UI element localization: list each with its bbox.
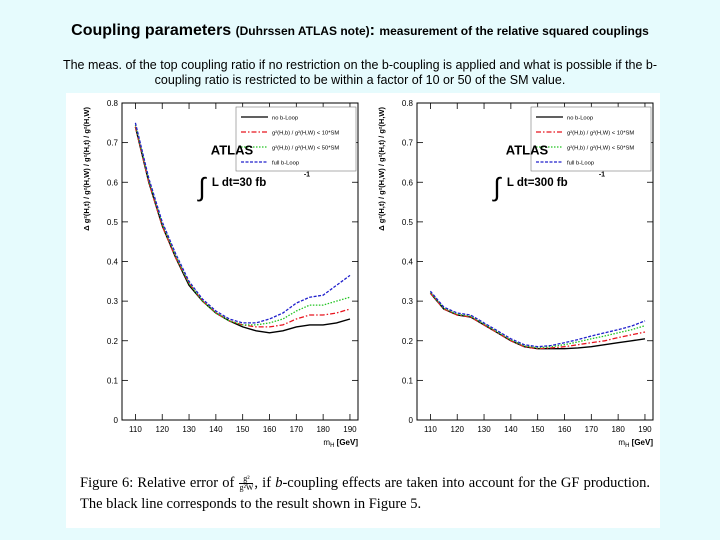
series-line (429, 291, 646, 349)
y-tick-label: 0.5 (107, 218, 119, 227)
y-tick-label: 0.7 (402, 139, 414, 148)
experiment-label: ATLAS (211, 143, 254, 158)
luminosity-exponent: -1 (599, 171, 605, 178)
y-tick-label: 0.1 (107, 376, 119, 385)
legend-label: no b-Loop (272, 116, 298, 122)
plot-right: 0 0.1 0.2 0.3 0.4 0.5 0.6 0.7 0.8 110 120 130 140 150… (377, 99, 654, 449)
x-tick-label: 180 (611, 425, 625, 434)
legend-label: g²(H,b) / g²(H,W) < 50*SM (567, 146, 634, 152)
x-tick-label: 130 (477, 425, 491, 434)
experiment-label: ATLAS (506, 143, 549, 158)
title-rest: measurement of the relative squared coup… (379, 24, 649, 38)
legend-label: g²(H,b) / g²(H,W) < 10*SM (567, 131, 634, 137)
y-tick-label: 0.6 (402, 178, 414, 187)
series-line (429, 290, 646, 348)
series-line (429, 292, 646, 350)
series-line (134, 124, 351, 326)
x-axis-label: mH [GeV] (323, 438, 358, 449)
caption-part-b: , if (254, 475, 272, 491)
figure-caption: Figure 6: Relative error of g² g²W, if b-… (80, 473, 650, 515)
x-tick-label: 160 (558, 425, 572, 434)
y-tick-label: 0.2 (107, 337, 119, 346)
integral-symbol: ∫ (491, 172, 502, 202)
y-tick-label: 0.3 (402, 297, 414, 306)
title-main: Coupling parameters (71, 22, 232, 39)
plot-left: 0 0.1 0.2 0.3 0.4 0.5 0.6 0.7 0.8 110 120 130 140 150… (82, 99, 359, 449)
y-tick-label: 0.8 (107, 99, 119, 108)
x-tick-label: 160 (263, 425, 277, 434)
caption-fraction: g² g²W (239, 475, 254, 493)
x-tick-label: 140 (209, 425, 223, 434)
integral-symbol: ∫ (196, 172, 207, 202)
figure-panel: 0 0.1 0.2 0.3 0.4 0.5 0.6 0.7 0.8 110 120 130 140 150… (66, 93, 660, 528)
y-tick-label: 0 (114, 416, 119, 425)
y-axis-label: Δ g²(H,t) / g²(H,W) / g²(H,t) / g²(H,W) (377, 107, 386, 231)
caption-part-c: -coupling effects are taken into account… (80, 475, 651, 512)
legend-box (530, 106, 652, 172)
y-tick-label: 0.5 (402, 218, 414, 227)
legend-label: full b-Loop (567, 161, 594, 167)
luminosity-exponent: -1 (304, 171, 310, 178)
x-tick-label: 180 (316, 425, 330, 434)
x-tick-label: 120 (156, 425, 170, 434)
x-tick-label: 170 (585, 425, 599, 434)
x-tick-label: 190 (343, 425, 357, 434)
x-tick-label: 110 (424, 425, 437, 434)
x-axis-label: mH [GeV] (618, 438, 653, 449)
series-line (134, 122, 351, 324)
legend-label: g²(H,b) / g²(H,W) < 10*SM (272, 131, 339, 137)
legend-label: g²(H,b) / g²(H,W) < 50*SM (272, 146, 339, 152)
legend-label: no b-Loop (567, 116, 593, 122)
y-tick-label: 0.3 (107, 297, 119, 306)
y-tick-label: 0.4 (107, 258, 119, 267)
x-tick-label: 150 (236, 425, 250, 434)
series-line (134, 126, 351, 334)
y-tick-label: 0.2 (402, 337, 414, 346)
luminosity-label: L dt=30 fb (212, 177, 266, 189)
legend-box (235, 106, 357, 172)
slide-title: Coupling parameters (Duhrssen ATLAS note… (0, 22, 720, 40)
title-colon: : (369, 22, 375, 39)
x-tick-label: 120 (451, 425, 465, 434)
x-tick-label: 190 (638, 425, 652, 434)
y-tick-label: 0.4 (402, 258, 414, 267)
y-tick-label: 0 (409, 416, 414, 425)
y-tick-label: 0.1 (402, 376, 414, 385)
slide-description: The meas. of the top coupling ratio if n… (62, 58, 658, 87)
y-tick-label: 0.7 (107, 139, 119, 148)
caption-b-italic: b (275, 475, 283, 491)
caption-frac-den: g²W (239, 483, 254, 493)
y-tick-label: 0.8 (402, 99, 414, 108)
x-tick-label: 150 (531, 425, 545, 434)
x-tick-label: 140 (504, 425, 518, 434)
title-source: (Duhrssen ATLAS note) (235, 24, 370, 38)
x-tick-label: 110 (129, 425, 142, 434)
y-tick-label: 0.6 (107, 178, 119, 187)
x-tick-label: 130 (182, 425, 196, 434)
x-tick-label: 170 (290, 425, 304, 434)
caption-part-a: Figure 6: Relative error of (80, 475, 235, 491)
caption-frac-num: g² (239, 475, 254, 485)
y-axis-label: Δ g²(H,t) / g²(H,W) / g²(H,t) / g²(H,W) (82, 107, 91, 231)
luminosity-label: L dt=300 fb (507, 177, 568, 189)
legend-label: full b-Loop (272, 161, 299, 167)
